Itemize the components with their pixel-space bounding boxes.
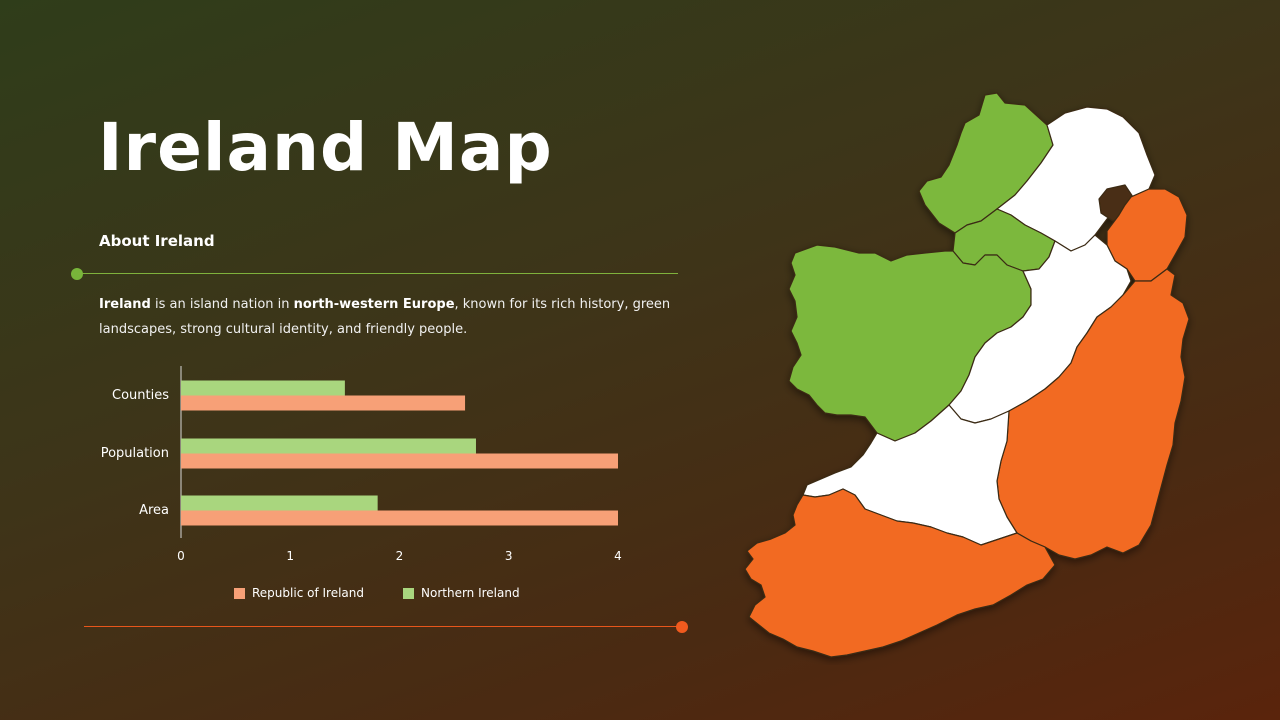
x-tick-label: 3 (505, 549, 513, 560)
x-tick-label: 1 (286, 549, 294, 560)
category-label: Population (101, 446, 169, 461)
x-tick-label: 0 (177, 549, 185, 560)
bar-chart: Counties Population Area 0 1 2 3 4 (101, 366, 622, 560)
description-bold-ireland: Ireland (99, 297, 151, 312)
category-label: Counties (112, 388, 169, 403)
map-region-leinster (996, 268, 1190, 560)
description-text-2: , known for its rich history, green land… (99, 297, 671, 337)
legend-item-republic: Republic of Ireland (234, 586, 364, 600)
description-bold-region: north-western Europe (293, 297, 455, 312)
description-text: Ireland is an island nation in north-wes… (99, 292, 679, 342)
section-heading: About Ireland (99, 232, 215, 250)
map-region-cork-kerry (744, 488, 1056, 658)
bar-northern-area (181, 495, 378, 511)
divider-line-green (78, 273, 678, 274)
description-text-1: is an island nation in (150, 297, 294, 312)
legend-label-northern: Northern Ireland (421, 586, 520, 600)
legend-item-northern: Northern Ireland (403, 586, 520, 600)
bar-northern-counties (181, 380, 345, 396)
bar-northern-population (181, 438, 476, 454)
divider-dot-orange (676, 621, 688, 633)
page-title: Ireland Map (98, 109, 553, 186)
bar-republic-area (181, 510, 618, 526)
legend-swatch-republic (234, 587, 245, 599)
legend-label-republic: Republic of Ireland (252, 586, 364, 600)
bar-republic-counties (181, 395, 466, 411)
x-tick-label: 2 (396, 549, 404, 560)
category-label: Area (139, 503, 169, 518)
divider-dot-green (71, 268, 83, 280)
divider-line-orange (84, 626, 682, 627)
legend-swatch-northern (403, 587, 414, 599)
bar-republic-population (181, 453, 618, 469)
ireland-map (744, 92, 1190, 658)
x-tick-label: 4 (614, 549, 622, 560)
